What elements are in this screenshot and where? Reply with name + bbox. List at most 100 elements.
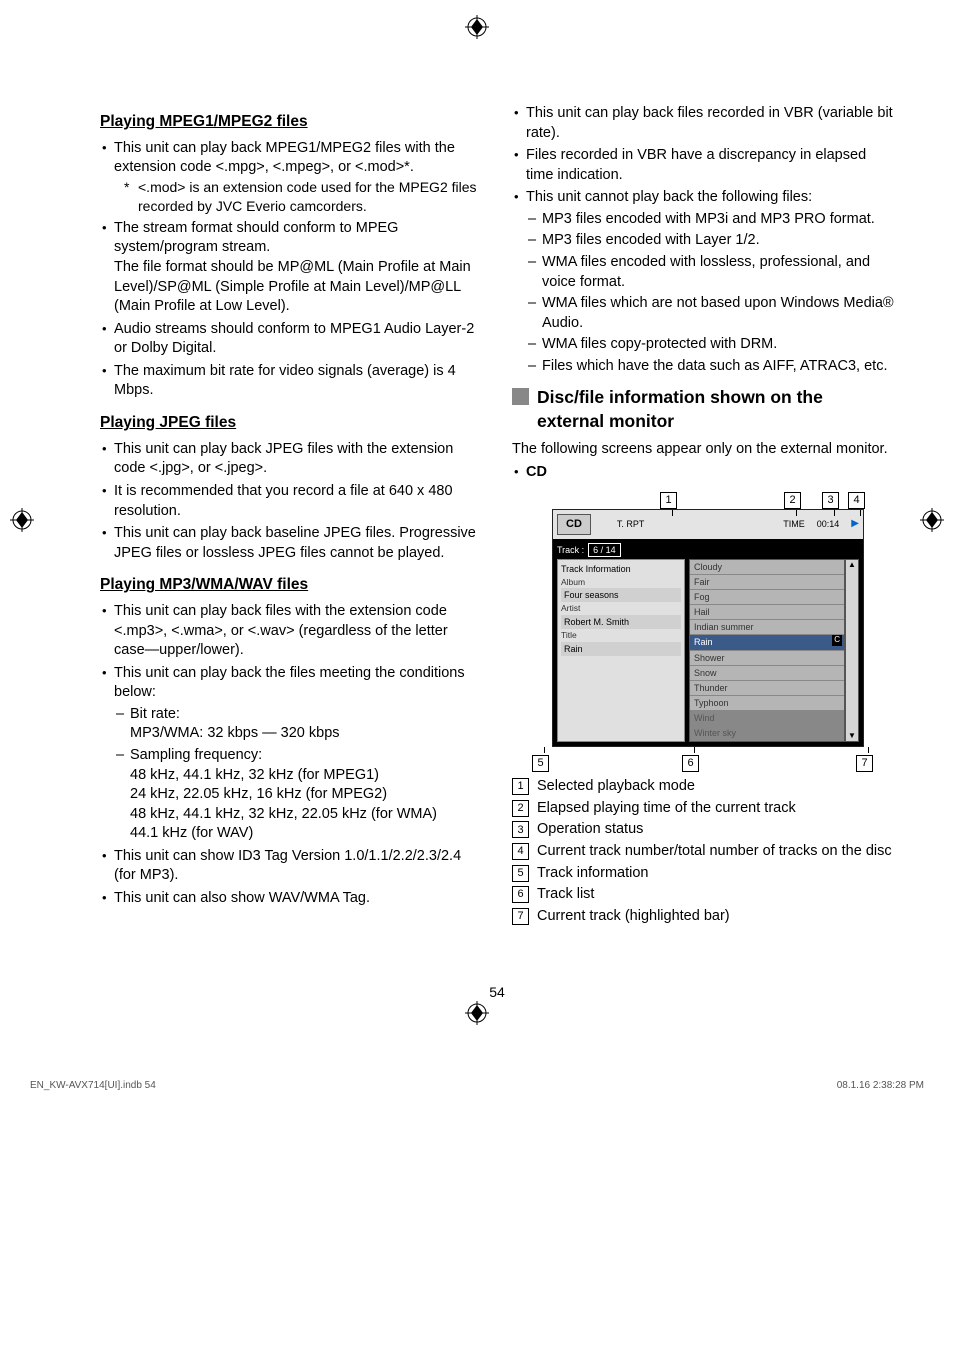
footer-left: EN_KW-AVX714[UI].indb 54 xyxy=(30,1080,156,1091)
disc-type-label: CD xyxy=(557,514,591,535)
artist-label: Artist xyxy=(561,603,681,614)
track-row: Fair xyxy=(690,575,844,590)
track-info-header: Track Information xyxy=(561,563,681,575)
text: Operation status xyxy=(537,820,643,840)
legend-item: 2Elapsed playing time of the current tra… xyxy=(512,799,894,819)
track-row: RainC xyxy=(690,635,844,650)
jpeg-list: This unit can play back JPEG files with … xyxy=(100,440,482,563)
footer: EN_KW-AVX714[UI].indb 54 08.1.16 2:38:28… xyxy=(0,1080,954,1091)
text: CD xyxy=(526,464,547,480)
section-marker-icon xyxy=(512,388,529,405)
text: Disc/file information shown on the exter… xyxy=(537,386,894,433)
text: This unit cannot play back the following… xyxy=(526,189,812,205)
callout-6: 6 xyxy=(682,755,699,772)
list-item: WMA files which are not based upon Windo… xyxy=(542,294,894,333)
registration-mark-right xyxy=(920,508,944,532)
mp3-list: This unit can play back files with the e… xyxy=(100,602,482,908)
heading-discinfo: Disc/file information shown on the exter… xyxy=(512,386,894,433)
text: Track information xyxy=(537,864,648,884)
right-column: This unit can play back files recorded i… xyxy=(512,100,894,934)
legend-num: 2 xyxy=(512,800,529,817)
legend-item: 3 Operation status xyxy=(512,820,894,840)
scroll-up-icon: ▲ xyxy=(848,560,856,571)
track-row: Typhoon xyxy=(690,696,844,711)
mp3-item: This unit can play back files with the e… xyxy=(114,602,482,661)
registration-mark-top xyxy=(465,15,489,39)
text: This unit can play back the files meetin… xyxy=(114,665,465,701)
cond-item: Sampling frequency: 48 kHz, 44.1 kHz, 32… xyxy=(130,746,482,844)
scroll-down-icon: ▼ xyxy=(848,731,856,742)
legend-num: 4 xyxy=(512,843,529,860)
cannot-play-list: MP3 files encoded with MP3i and MP3 PRO … xyxy=(526,210,894,377)
legend-item: 1 Selected playback mode xyxy=(512,777,894,797)
track-row: Cloudy xyxy=(690,560,844,575)
text: Sampling frequency: xyxy=(130,747,262,763)
text: This unit can play back MPEG1/MPEG2 file… xyxy=(114,140,455,176)
track-row: Snow xyxy=(690,666,844,681)
text: The stream format should conform to MPEG… xyxy=(114,220,398,256)
left-column: Playing MPEG1/MPEG2 files This unit can … xyxy=(100,100,482,934)
callout-2: 2 xyxy=(784,492,801,509)
jpeg-item: This unit can play back baseline JPEG fi… xyxy=(114,524,482,563)
artist-value: Robert M. Smith xyxy=(561,615,681,629)
page: Playing MPEG1/MPEG2 files This unit can … xyxy=(0,0,954,1040)
cond-item: Bit rate: MP3/WMA: 32 kbps — 320 kbps xyxy=(130,705,482,744)
text: 44.1 kHz (for WAV) xyxy=(130,825,253,841)
scrollbar: ▲ ▼ xyxy=(845,559,859,743)
mpeg-item: The maximum bit rate for video signals (… xyxy=(114,362,482,401)
track-row: Hail xyxy=(690,605,844,620)
heading-mp3: Playing MP3/WMA/WAV files xyxy=(100,575,482,596)
mp3-list-cont: This unit can play back files recorded i… xyxy=(512,104,894,376)
cd-label-item: CD xyxy=(526,463,894,483)
jpeg-item: It is recommended that you record a file… xyxy=(114,482,482,521)
text: Current track number/total number of tra… xyxy=(537,842,892,862)
conditions-list: Bit rate: MP3/WMA: 32 kbps — 320 kbps Sa… xyxy=(114,705,482,844)
mpeg-item: Audio streams should conform to MPEG1 Au… xyxy=(114,320,482,359)
footnote: <.mod> is an extension code used for the… xyxy=(114,178,482,216)
player-header: CD T. RPT TIME 00:14 ▶ xyxy=(553,510,863,539)
callout-5: 5 xyxy=(532,755,549,772)
track-row: Fog xyxy=(690,590,844,605)
mp3-item: This unit can play back files recorded i… xyxy=(526,104,894,143)
mp3-item: This unit cannot play back the following… xyxy=(526,188,894,376)
text: Selected playback mode xyxy=(537,777,695,797)
content-columns: Playing MPEG1/MPEG2 files This unit can … xyxy=(100,100,894,934)
title-value: Rain xyxy=(561,642,681,656)
list-item: WMA files encoded with lossless, profess… xyxy=(542,253,894,292)
player-window: CD T. RPT TIME 00:14 ▶ Track : 6 / 14 xyxy=(552,509,864,748)
legend-num: 3 xyxy=(512,821,529,838)
jpeg-item: This unit can play back JPEG files with … xyxy=(114,440,482,479)
registration-mark-bottom xyxy=(465,1001,489,1025)
album-label: Album xyxy=(561,577,681,588)
text: 24 kHz, 22.05 kHz, 16 kHz (for MPEG2) xyxy=(130,786,387,802)
mpeg-item: The stream format should conform to MPEG… xyxy=(114,219,482,317)
track-info-panel: Track Information Album Four seasons Art… xyxy=(557,559,685,743)
registration-mark-left xyxy=(10,508,34,532)
cd-bullet: CD xyxy=(512,463,894,483)
player-body: Track : 6 / 14 Track Information Album F… xyxy=(553,539,863,747)
mp3-item: This unit can also show WAV/WMA Tag. xyxy=(114,889,482,909)
discinfo-intro: The following screens appear only on the… xyxy=(512,440,894,460)
playback-mode: T. RPT xyxy=(617,518,645,530)
callout-1: 1 xyxy=(660,492,677,509)
legend-num: 5 xyxy=(512,865,529,882)
elapsed-time: 00:14 xyxy=(817,518,840,530)
callout-3: 3 xyxy=(822,492,839,509)
legend-list: 1 Selected playback mode 2Elapsed playing… xyxy=(512,777,894,926)
track-row: Shower xyxy=(690,651,844,666)
track-row: Winter sky xyxy=(690,726,844,741)
text: Track : xyxy=(557,544,584,556)
list-item: MP3 files encoded with MP3i and MP3 PRO … xyxy=(542,210,894,230)
track-list-wrap: CloudyFairFogHailIndian summerRainCShowe… xyxy=(689,559,859,743)
track-counter: Track : 6 / 14 xyxy=(557,543,859,557)
title-label: Title xyxy=(561,630,681,641)
mpeg-item: This unit can play back MPEG1/MPEG2 file… xyxy=(114,139,482,216)
heading-jpeg: Playing JPEG files xyxy=(100,413,482,434)
text: 48 kHz, 44.1 kHz, 32 kHz, 22.05 kHz (for… xyxy=(130,806,437,822)
page-number: 54 xyxy=(100,984,894,1000)
text: 48 kHz, 44.1 kHz, 32 kHz (for MPEG1) xyxy=(130,767,379,783)
list-item: MP3 files encoded with Layer 1/2. xyxy=(542,231,894,251)
mpeg-list: This unit can play back MPEG1/MPEG2 file… xyxy=(100,139,482,401)
callout-4: 4 xyxy=(848,492,865,509)
legend-num: 1 xyxy=(512,778,529,795)
